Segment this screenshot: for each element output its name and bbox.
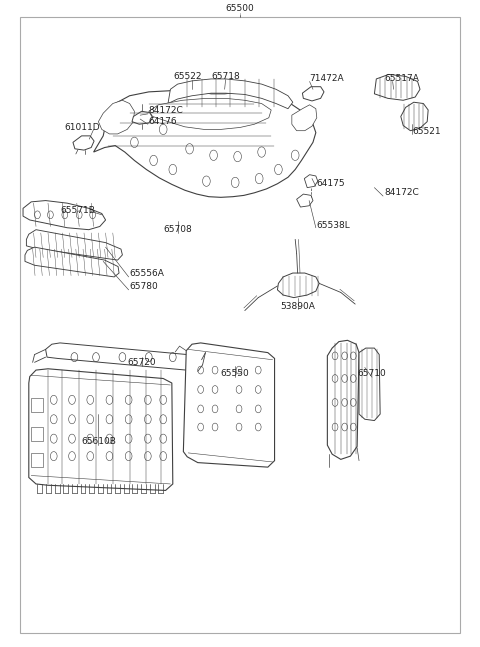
Polygon shape — [98, 100, 134, 134]
Text: 65538L: 65538L — [317, 221, 350, 230]
Polygon shape — [304, 175, 318, 188]
Text: 64176: 64176 — [149, 116, 178, 126]
Polygon shape — [302, 87, 324, 101]
Text: 65556A: 65556A — [130, 269, 165, 278]
Bar — [31, 453, 43, 467]
Text: 53890A: 53890A — [280, 302, 315, 311]
Text: 65517A: 65517A — [384, 74, 419, 83]
Polygon shape — [25, 247, 119, 277]
Text: 65780: 65780 — [130, 282, 158, 291]
Polygon shape — [23, 201, 106, 230]
Text: 84172C: 84172C — [384, 188, 419, 197]
Text: 71472A: 71472A — [310, 74, 344, 83]
Polygon shape — [374, 74, 420, 100]
Polygon shape — [26, 230, 122, 260]
Polygon shape — [73, 136, 94, 150]
Text: 65500: 65500 — [226, 4, 254, 13]
Polygon shape — [401, 102, 428, 131]
Polygon shape — [29, 369, 173, 490]
Polygon shape — [183, 343, 275, 467]
Text: 61011D: 61011D — [65, 123, 100, 132]
Text: 65571B: 65571B — [60, 206, 95, 215]
Text: 65610B: 65610B — [81, 437, 116, 446]
Text: 65710: 65710 — [358, 369, 386, 378]
Bar — [31, 398, 43, 412]
Polygon shape — [46, 343, 204, 371]
Polygon shape — [132, 111, 153, 124]
Bar — [31, 427, 43, 441]
Text: 65708: 65708 — [163, 225, 192, 234]
Text: 65550: 65550 — [221, 369, 250, 378]
Text: 65521: 65521 — [413, 127, 442, 136]
Text: 65522: 65522 — [173, 72, 202, 81]
Polygon shape — [149, 98, 271, 129]
Polygon shape — [297, 194, 313, 207]
Text: 65720: 65720 — [127, 358, 156, 367]
Text: 84172C: 84172C — [149, 106, 183, 115]
Polygon shape — [94, 91, 316, 197]
Text: 64175: 64175 — [317, 179, 346, 188]
Text: 65718: 65718 — [211, 72, 240, 81]
Polygon shape — [327, 340, 359, 459]
Polygon shape — [168, 79, 293, 109]
Polygon shape — [292, 105, 317, 131]
Polygon shape — [359, 348, 380, 421]
Polygon shape — [277, 273, 319, 298]
